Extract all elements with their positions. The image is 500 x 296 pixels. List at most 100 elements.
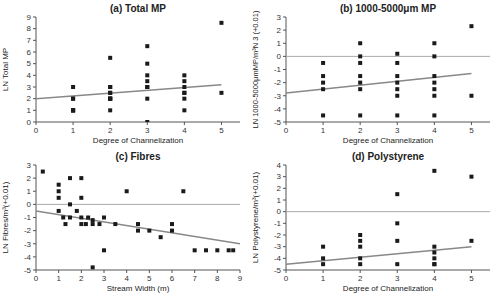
point	[71, 108, 75, 112]
y-tick	[33, 204, 36, 205]
point	[108, 85, 112, 89]
y-tick-label: 2	[27, 174, 32, 183]
point	[71, 97, 75, 101]
x-axis-label: Stream Width (m)	[107, 284, 170, 293]
x-tick	[434, 122, 435, 125]
reference-line	[286, 56, 490, 57]
point	[358, 245, 362, 249]
point	[71, 108, 75, 112]
point	[227, 248, 231, 252]
plot-area	[36, 21, 223, 122]
point	[145, 85, 149, 89]
y-tick	[283, 108, 286, 109]
point	[97, 222, 101, 226]
x-tick-label: 2	[79, 274, 84, 283]
y-tick-label: 9	[27, 13, 32, 22]
x-tick-label: 5	[469, 274, 474, 283]
x-tick	[217, 270, 218, 273]
point	[182, 91, 186, 95]
y-tick	[33, 98, 36, 99]
point	[358, 256, 362, 260]
point	[358, 61, 362, 65]
y-tick	[33, 122, 36, 123]
y-tick	[283, 258, 286, 259]
reference-line	[286, 211, 490, 212]
point	[219, 21, 223, 25]
point	[108, 97, 112, 101]
y-tick-label: 0	[277, 207, 282, 216]
point	[71, 85, 75, 89]
point	[57, 183, 61, 187]
y-tick	[33, 178, 36, 179]
point	[75, 209, 79, 213]
point	[84, 222, 88, 226]
plot-area	[286, 169, 490, 266]
point	[432, 94, 436, 98]
point	[113, 222, 117, 226]
y-axis-label: LN Total MP	[1, 48, 10, 91]
point	[432, 87, 436, 91]
x-tick	[147, 122, 148, 125]
y-tick	[33, 63, 36, 64]
point	[358, 233, 362, 237]
point	[321, 81, 325, 85]
regression-line	[286, 247, 471, 264]
y-tick	[283, 235, 286, 236]
y-tick	[33, 40, 36, 41]
point	[145, 73, 149, 77]
point	[108, 56, 112, 60]
x-tick-label: 4	[432, 126, 437, 135]
y-tick-label: -4	[24, 253, 32, 262]
y-tick	[33, 110, 36, 111]
x-tick-label: 2	[108, 126, 113, 135]
x-axis	[36, 270, 240, 271]
point	[108, 85, 112, 89]
y-tick	[33, 217, 36, 218]
x-tick-label: 5	[147, 274, 152, 283]
point	[321, 74, 325, 78]
point	[358, 113, 362, 117]
regression-line	[36, 85, 221, 99]
point	[395, 81, 399, 85]
y-tick-label: 5	[27, 59, 32, 68]
y-tick	[33, 52, 36, 53]
x-axis	[36, 122, 240, 123]
y-tick	[33, 87, 36, 88]
x-axis	[286, 122, 490, 123]
y-tick-label: 3	[277, 172, 282, 181]
x-tick-label: 1	[321, 274, 326, 283]
x-axis-label: Degree of Channelization	[343, 136, 433, 145]
y-tick-label: -3	[274, 242, 282, 251]
point	[170, 222, 174, 226]
x-axis	[286, 270, 490, 271]
x-tick-label: 0	[34, 274, 39, 283]
y-tick	[33, 17, 36, 18]
figure: (a) Total MP0123450123456789Degree of Ch…	[0, 0, 500, 296]
x-tick	[471, 122, 472, 125]
point	[395, 262, 399, 266]
point	[432, 54, 436, 58]
point	[68, 202, 72, 206]
point	[145, 97, 149, 101]
point	[321, 61, 325, 65]
point	[108, 97, 112, 101]
x-tick-label: 3	[395, 274, 400, 283]
point	[231, 248, 235, 252]
x-tick-label: 9	[238, 274, 243, 283]
point	[469, 94, 473, 98]
y-tick-label: 0	[277, 52, 282, 61]
x-tick	[110, 122, 111, 125]
x-tick-label: 4	[124, 274, 129, 283]
y-tick	[33, 28, 36, 29]
y-axis	[36, 17, 37, 122]
regression-line	[36, 211, 240, 244]
point	[395, 192, 399, 196]
point	[86, 216, 90, 220]
point	[61, 216, 65, 220]
x-tick-label: 1	[56, 274, 61, 283]
point	[79, 176, 83, 180]
y-tick	[283, 17, 286, 18]
point	[79, 196, 83, 200]
y-tick-label: -2	[274, 78, 282, 87]
point	[358, 87, 362, 91]
